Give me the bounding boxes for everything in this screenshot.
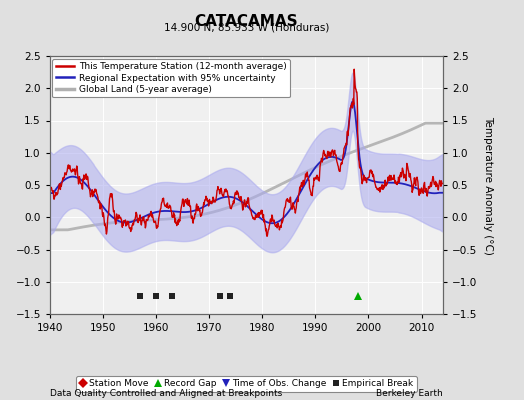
Y-axis label: Temperature Anomaly (°C): Temperature Anomaly (°C): [483, 116, 493, 254]
Text: 14.900 N, 85.933 W (Honduras): 14.900 N, 85.933 W (Honduras): [163, 22, 329, 32]
Text: Data Quality Controlled and Aligned at Breakpoints: Data Quality Controlled and Aligned at B…: [50, 389, 282, 398]
Text: Berkeley Earth: Berkeley Earth: [376, 389, 443, 398]
Text: CATACAMAS: CATACAMAS: [194, 14, 298, 29]
Legend: Station Move, Record Gap, Time of Obs. Change, Empirical Break: Station Move, Record Gap, Time of Obs. C…: [76, 376, 417, 392]
